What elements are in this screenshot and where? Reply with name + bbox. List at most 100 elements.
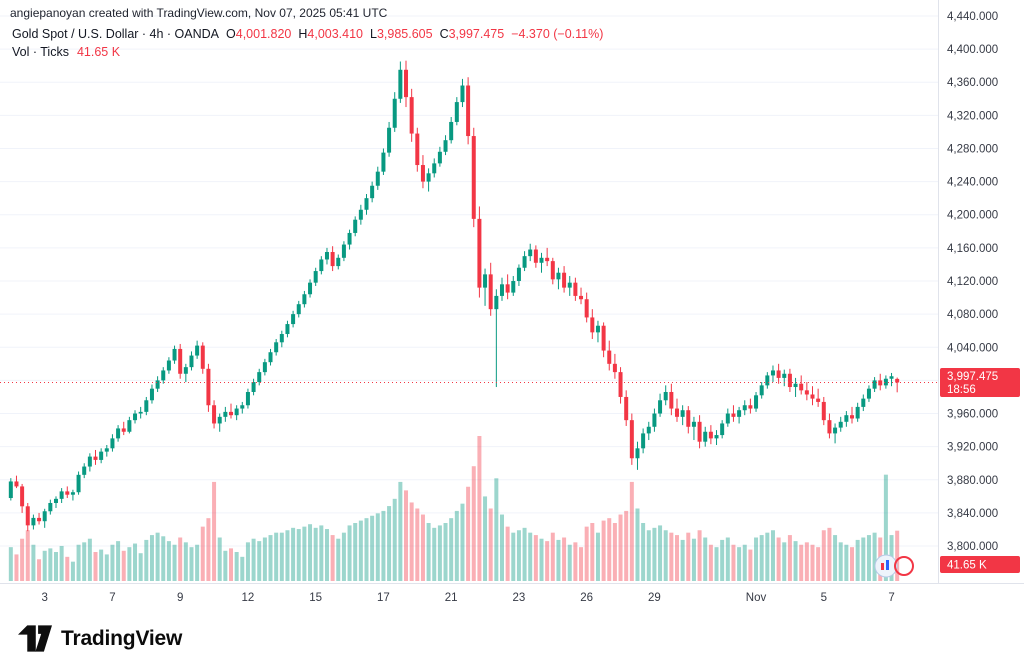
ohlc-high: H 4,003.410 (298, 27, 363, 41)
volume-bar-up (737, 547, 742, 581)
volume-series[interactable] (8, 436, 900, 581)
candle-body-down (618, 372, 623, 397)
candle-body-up (833, 427, 838, 434)
volume-legend-value: 41.65 K (76, 45, 121, 59)
candle-body-down (477, 218, 482, 288)
candle-body-up (483, 274, 488, 288)
volume-bar-up (76, 544, 81, 581)
volume-bar-up (567, 544, 572, 581)
candle-body-up (99, 451, 104, 460)
candle-body-down (488, 274, 493, 310)
candlestick-series[interactable] (8, 60, 900, 532)
ohlc-low: L 3,985.605 (370, 27, 433, 41)
price-axis-label: 3,960.000 (947, 409, 998, 421)
candle-body-up (217, 416, 222, 424)
candle-body-up (844, 415, 849, 422)
volume-bar-up (70, 561, 75, 581)
candle-body-down (229, 411, 233, 416)
candle-body-up (652, 413, 657, 427)
ohlc-close-label: C (439, 27, 449, 41)
volume-bar-up (387, 506, 392, 581)
bar-countdown: 18:56 (947, 384, 976, 396)
time-axis-label: 5 (821, 592, 827, 604)
candle-body-down (409, 97, 414, 134)
chart-area[interactable]: 4,440.000 4,400.000 4,360.000 4,320.000 4,28… (0, 0, 1024, 612)
candle-body-up (714, 435, 719, 439)
candle-body-up (754, 395, 759, 409)
volume-bar-down (697, 530, 702, 581)
candle-body-up (494, 295, 499, 310)
volume-bar-down (330, 535, 335, 581)
volume-bar-up (149, 535, 154, 581)
price-axis-label: 4,040.000 (947, 342, 998, 354)
volume-bar-up (183, 542, 188, 581)
volume-bar-up (161, 536, 166, 581)
candle-body-up (522, 256, 527, 268)
volume-bar-down (121, 550, 126, 581)
volume-bar-up (234, 552, 239, 581)
candle-body-down (200, 345, 205, 369)
candle-body-up (720, 423, 725, 436)
candle-body-up (680, 410, 685, 417)
candle-body-down (607, 350, 612, 364)
volume-bar-up (714, 547, 719, 581)
candle-body-up (48, 502, 53, 512)
candle-body-down (533, 249, 538, 263)
tradingview-logo[interactable]: TradingView (18, 625, 182, 652)
volume-bar-up (646, 530, 651, 581)
volume-bar-up (443, 523, 448, 581)
candle-body-up (183, 367, 188, 374)
volume-bar-up (770, 530, 775, 581)
price-axis-label: 4,240.000 (947, 177, 998, 189)
candle-body-down (545, 257, 550, 262)
price-axis[interactable]: 4,440.000 4,400.000 4,360.000 4,320.000 4,28… (947, 11, 998, 553)
candle-body-down (731, 413, 736, 417)
time-axis-label: 7 (109, 592, 115, 604)
volume-bar-up (370, 515, 375, 581)
volume-bar-down (731, 544, 736, 581)
candle-body-up (460, 85, 465, 103)
volume-bar-up (499, 514, 504, 581)
symbol-title[interactable]: Gold Spot / U.S. Dollar · 4h · OANDA (12, 27, 220, 41)
volume-bar-up (353, 523, 358, 581)
candle-body-up (313, 271, 318, 283)
volume-bar-down (748, 549, 753, 581)
volume-bar-up (793, 541, 798, 581)
volume-tag: 41.65 K (940, 556, 1020, 573)
time-axis[interactable]: 3 7 9 12 15 17 21 23 26 29 Nov 5 7 (41, 592, 894, 604)
ohlc-high-label: H (298, 27, 308, 41)
volume-bar-up (155, 532, 160, 581)
candle-body-down (14, 481, 19, 487)
candle-body-down (550, 261, 555, 280)
time-axis-label: 3 (41, 592, 47, 604)
volume-legend-label[interactable]: Vol · Ticks (12, 45, 69, 59)
volume-bar-up (262, 537, 267, 581)
volume-bar-up (59, 545, 64, 581)
candle-body-up (161, 370, 166, 381)
candle-body-down (601, 325, 606, 351)
volume-bar-down (579, 547, 584, 581)
candle-body-up (149, 388, 154, 401)
volume-bar-up (872, 532, 877, 581)
candle-body-up (42, 511, 47, 522)
candle-body-up (663, 391, 668, 401)
candle-body-up (838, 421, 843, 428)
volume-bar-down (25, 530, 30, 581)
candle-body-up (262, 362, 267, 373)
candle-body-up (370, 185, 375, 199)
candle-body-down (579, 295, 584, 300)
volume-bar-up (392, 498, 397, 581)
candle-body-down (675, 408, 679, 417)
price-axis-label: 4,200.000 (947, 210, 998, 222)
volume-bar-up (336, 538, 341, 581)
candle-body-up (703, 431, 708, 442)
candle-body-down (804, 390, 809, 395)
volume-bar-up (398, 481, 403, 581)
volume-bar-up (437, 525, 442, 581)
volume-bar-down (545, 541, 550, 581)
volume-legend: Vol · Ticks 41.65 K (12, 45, 120, 59)
volume-bar-up (663, 530, 668, 581)
candlestick-chart[interactable]: 4,440.000 4,400.000 4,360.000 4,320.000 4,28… (0, 0, 1024, 612)
